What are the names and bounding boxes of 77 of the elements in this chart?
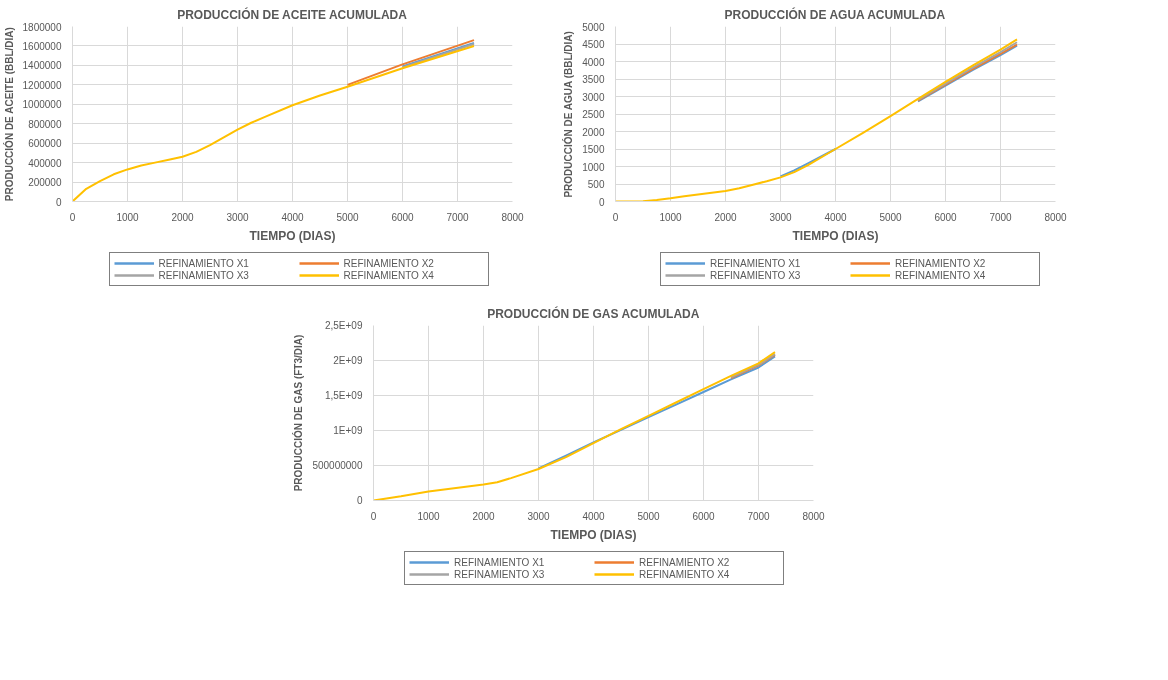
y-tick-label: 2E+09 (333, 355, 363, 366)
y-tick-label: 2000 (582, 126, 605, 138)
x-tick-label: 0 (612, 211, 619, 223)
y-tick-label: 500 (587, 179, 605, 190)
x-tick-label: 3000 (769, 211, 793, 223)
legend-label: REFINAMIENTO X4 (639, 568, 731, 580)
x-tick-label: 0 (69, 211, 76, 223)
legend-label: REFINAMIENTO X1 (710, 257, 802, 269)
y-tick-label: 500000000 (312, 460, 363, 471)
y-tick-label: 600000 (28, 138, 62, 150)
x-tick-label: 3000 (527, 510, 551, 522)
y-axis-title: PRODUCCIÓN DE AGUA (BBL/DIA) (562, 31, 575, 198)
y-tick-label: 4500 (582, 39, 605, 50)
x-tick-label: 0 (370, 510, 377, 522)
y-tick-label: 1400000 (22, 60, 62, 72)
y-tick-label: 1000000 (22, 99, 62, 111)
y-tick-label: 3500 (582, 74, 605, 85)
legend-label: REFINAMIENTO X2 (895, 257, 987, 269)
x-tick-label: 6000 (934, 211, 958, 223)
legend-label: REFINAMIENTO X2 (639, 556, 731, 568)
y-tick-label: 0 (598, 196, 605, 208)
x-tick-label: 5000 (637, 510, 661, 522)
legend-label: REFINAMIENTO X2 (343, 257, 435, 269)
y-tick-label: 5000 (582, 21, 605, 33)
x-tick-label: 1000 (417, 510, 441, 522)
x-tick-label: 8000 (501, 211, 525, 223)
y-tick-label: 1600000 (22, 40, 62, 52)
y-tick-label: 1E+09 (333, 425, 363, 436)
y-tick-label: 200000 (28, 177, 62, 189)
y-tick-label: 0 (356, 495, 363, 506)
x-axis-title: TIEMPO (DIAS) (249, 228, 336, 243)
legend-label: REFINAMIENTO X4 (895, 269, 987, 281)
x-axis-title: TIEMPO (DIAS) (792, 228, 879, 243)
line-series (72, 44, 475, 202)
x-tick-label: 5000 (879, 211, 903, 223)
y-tick-label: 1,5E+09 (324, 390, 363, 401)
y-tick-label: 2500 (582, 109, 605, 120)
x-tick-label: 4000 (824, 211, 848, 223)
x-tick-label: 6000 (391, 211, 415, 223)
y-tick-label: 3000 (582, 91, 605, 103)
y-tick-label: 800000 (28, 118, 62, 130)
y-tick-label: 1500 (582, 144, 605, 155)
legend-label: REFINAMIENTO X3 (454, 568, 546, 580)
x-tick-label: 1000 (116, 211, 140, 223)
x-tick-label: 4000 (281, 211, 305, 223)
legend-label: REFINAMIENTO X1 (158, 257, 250, 269)
chart-title: PRODUCCIÓN DE ACEITE ACUMULADA (177, 6, 408, 22)
x-tick-label: 3000 (226, 211, 250, 223)
x-tick-label: 8000 (802, 510, 826, 522)
y-tick-label: 400000 (28, 157, 62, 169)
chart-title: PRODUCCIÓN DE GAS ACUMULADA (487, 305, 700, 321)
y-tick-label: 1200000 (22, 79, 62, 91)
x-tick-label: 2000 (171, 211, 195, 223)
x-tick-label: 7000 (747, 510, 771, 522)
legend-label: REFINAMIENTO X3 (158, 269, 250, 281)
chart-title: PRODUCCIÓN DE AGUA ACUMULADA (724, 6, 946, 22)
y-tick-label: 1000 (582, 161, 605, 173)
x-tick-label: 2000 (472, 510, 496, 522)
legend-label: REFINAMIENTO X1 (454, 556, 546, 568)
x-tick-label: 1000 (659, 211, 683, 223)
y-tick-label: 0 (55, 196, 62, 208)
y-axis-title: PRODUCCIÓN DE ACEITE (BBL/DIA) (2, 27, 15, 202)
x-axis-title: TIEMPO (DIAS) (550, 527, 637, 542)
legend-label: REFINAMIENTO X3 (710, 269, 802, 281)
y-tick-label: 2,5E+09 (324, 320, 363, 331)
line-series (537, 355, 776, 470)
x-tick-label: 7000 (446, 211, 470, 223)
x-tick-label: 8000 (1044, 211, 1068, 223)
x-tick-label: 7000 (989, 211, 1013, 223)
line-series (615, 38, 1018, 202)
y-tick-label: 1800000 (22, 21, 62, 33)
y-axis-title: PRODUCCIÓN DE GAS (FT3/DIA) (292, 334, 305, 492)
legend-label: REFINAMIENTO X4 (343, 269, 435, 281)
y-tick-label: 4000 (582, 56, 605, 68)
line-series (373, 351, 776, 501)
x-tick-label: 6000 (692, 510, 716, 522)
x-tick-label: 2000 (714, 211, 738, 223)
